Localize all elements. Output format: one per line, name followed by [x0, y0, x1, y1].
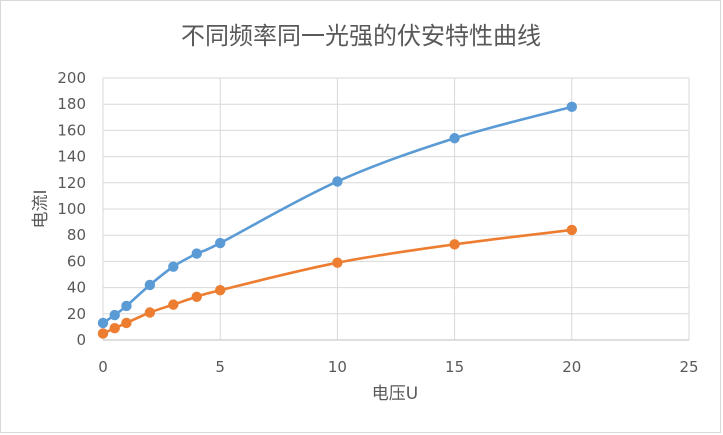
data-point: [109, 309, 120, 321]
x-tick-label: 25: [679, 358, 698, 376]
data-point: [215, 285, 226, 296]
data-point: [97, 317, 109, 329]
data-point: [191, 291, 202, 302]
data-point: [97, 328, 109, 339]
data-point: [121, 317, 132, 329]
axis-layer: 0 20 40 60 80 100 120 140 160 180 200 0 5 10 15 20 25: [57, 69, 698, 376]
x-tick-label: 5: [215, 358, 225, 376]
y-tick-label: 160: [57, 121, 86, 139]
data-point: [168, 261, 179, 272]
data-point: [332, 176, 343, 187]
chart-title: 不同频率同一光强的伏安特性曲线: [181, 22, 541, 50]
data-point: [566, 101, 577, 113]
y-tick-label: 100: [57, 200, 86, 218]
data-point: [215, 237, 226, 249]
data-point: [449, 239, 460, 250]
y-tick-label: 40: [67, 279, 86, 297]
grid-layer: [102, 77, 690, 341]
data-point: [121, 300, 132, 312]
y-axis-label: 电流I: [31, 189, 51, 228]
data-point: [144, 307, 156, 318]
y-tick-label: 0: [76, 331, 86, 349]
x-tick-label: 10: [328, 358, 347, 376]
y-tick-label: 200: [57, 69, 86, 87]
y-tick-label: 20: [67, 305, 86, 323]
y-tick-label: 180: [57, 95, 86, 113]
x-tick-label: 0: [98, 358, 108, 376]
data-point: [332, 257, 343, 268]
series-layer: [97, 101, 577, 339]
data-point: [449, 133, 460, 144]
y-tick-label: 140: [57, 148, 86, 166]
data-point: [144, 279, 156, 291]
data-point: [168, 299, 179, 310]
x-axis-label: 电压U: [372, 384, 418, 404]
data-point: [566, 224, 577, 236]
y-tick-label: 60: [67, 252, 86, 270]
y-tick-label: 80: [67, 226, 86, 244]
x-tick-label: 15: [445, 358, 464, 376]
data-point: [109, 323, 120, 334]
data-point: [191, 248, 202, 259]
y-tick-label: 120: [57, 174, 86, 192]
x-tick-label: 20: [562, 358, 581, 376]
